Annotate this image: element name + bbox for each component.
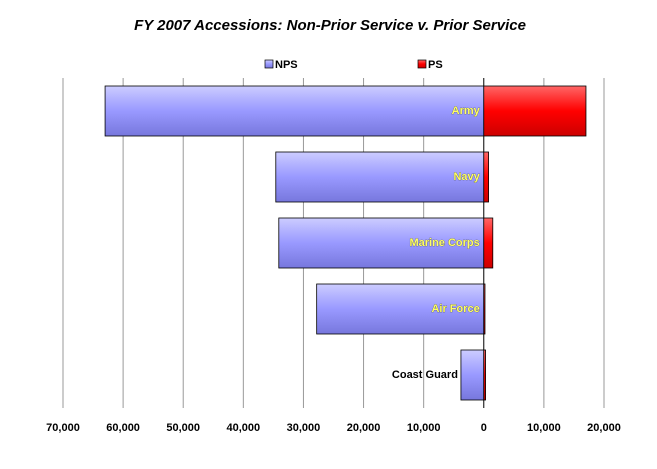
category-label: Marine Corps (409, 237, 479, 249)
x-tick-label: 20,000 (347, 422, 381, 434)
category-label: Army (452, 105, 481, 117)
x-tick-label: 30,000 (287, 422, 321, 434)
x-tick-label: 40,000 (227, 422, 261, 434)
bar (460, 349, 485, 401)
x-tick-label: 50,000 (166, 422, 200, 434)
x-tick-label: 60,000 (106, 422, 140, 434)
legend-swatch (264, 59, 274, 69)
bar (278, 217, 485, 269)
x-tick-label: 10,000 (527, 422, 561, 434)
legend-label: NPS (275, 59, 298, 71)
category-label: Air Force (431, 303, 479, 315)
bar (483, 85, 587, 137)
chart-title: FY 2007 Accessions: Non-Prior Service v.… (134, 17, 526, 34)
category-label: Navy (453, 171, 480, 183)
bar (483, 349, 486, 401)
x-tick-label: 0 (481, 422, 487, 434)
legend-label: PS (428, 59, 443, 71)
bar (483, 217, 494, 269)
bar (104, 85, 485, 137)
category-label: Coast Guard (392, 369, 458, 381)
x-tick-label: 70,000 (46, 422, 80, 434)
legend-swatch (417, 59, 427, 69)
bar (483, 283, 486, 335)
bar (316, 283, 485, 335)
bar (483, 151, 489, 203)
x-tick-label: 20,000 (587, 422, 621, 434)
x-tick-label: 10,000 (407, 422, 441, 434)
